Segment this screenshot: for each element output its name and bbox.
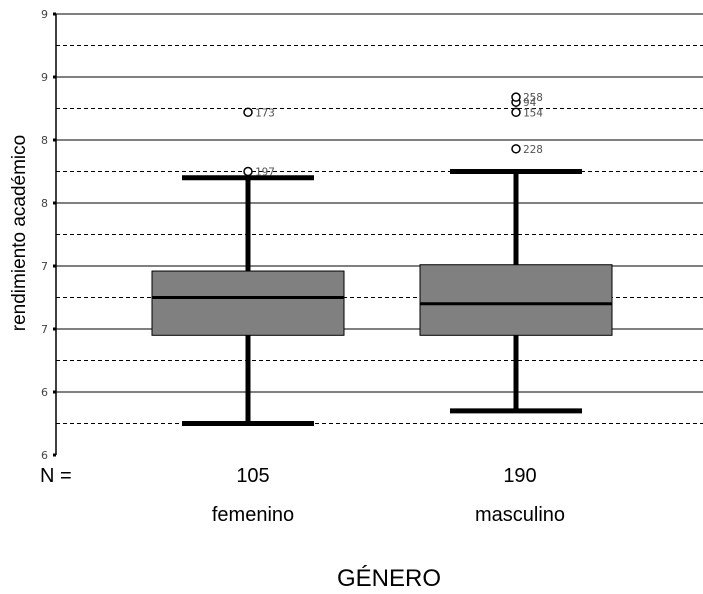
y-tick-label: 6: [41, 386, 48, 399]
outlier-label: 258: [523, 91, 543, 104]
outlier-point: [511, 144, 521, 154]
outlier-label: 228: [523, 143, 543, 156]
y-tick-label: 9: [41, 8, 48, 21]
grid-lines: [56, 13, 703, 424]
outlier-label: 197: [255, 166, 275, 179]
n-value-femenino: 105: [236, 465, 269, 487]
outlier-point: [243, 107, 253, 118]
outlier-label: 154: [523, 106, 543, 119]
box-femenino: 197 173: [151, 106, 345, 426]
outlier-label: 94: [523, 96, 537, 109]
category-label-femenino: femenino: [212, 504, 294, 526]
y-tick-label: 8: [41, 197, 48, 210]
y-tick-label: 7: [41, 260, 48, 273]
n-value-masculino: 190: [503, 465, 536, 487]
y-tick-label: 9: [41, 71, 48, 84]
outlier-point: [511, 92, 521, 102]
y-tick-label: 6: [41, 449, 48, 462]
y-ticks: 6 6 7 7 8 8 9 9: [41, 8, 56, 462]
outlier-label: 173: [255, 106, 275, 119]
n-label: N =: [40, 465, 72, 487]
iqr-box: [151, 270, 345, 336]
y-tick-label: 8: [41, 134, 48, 147]
category-label-masculino: masculino: [475, 504, 565, 526]
x-axis-title: GÉNERO: [337, 565, 441, 592]
y-tick-label: 7: [41, 323, 48, 336]
outlier-point: [511, 107, 521, 118]
iqr-box: [419, 264, 613, 336]
y-axis-label: rendimiento académico: [9, 135, 30, 331]
outlier-point: [243, 166, 253, 177]
